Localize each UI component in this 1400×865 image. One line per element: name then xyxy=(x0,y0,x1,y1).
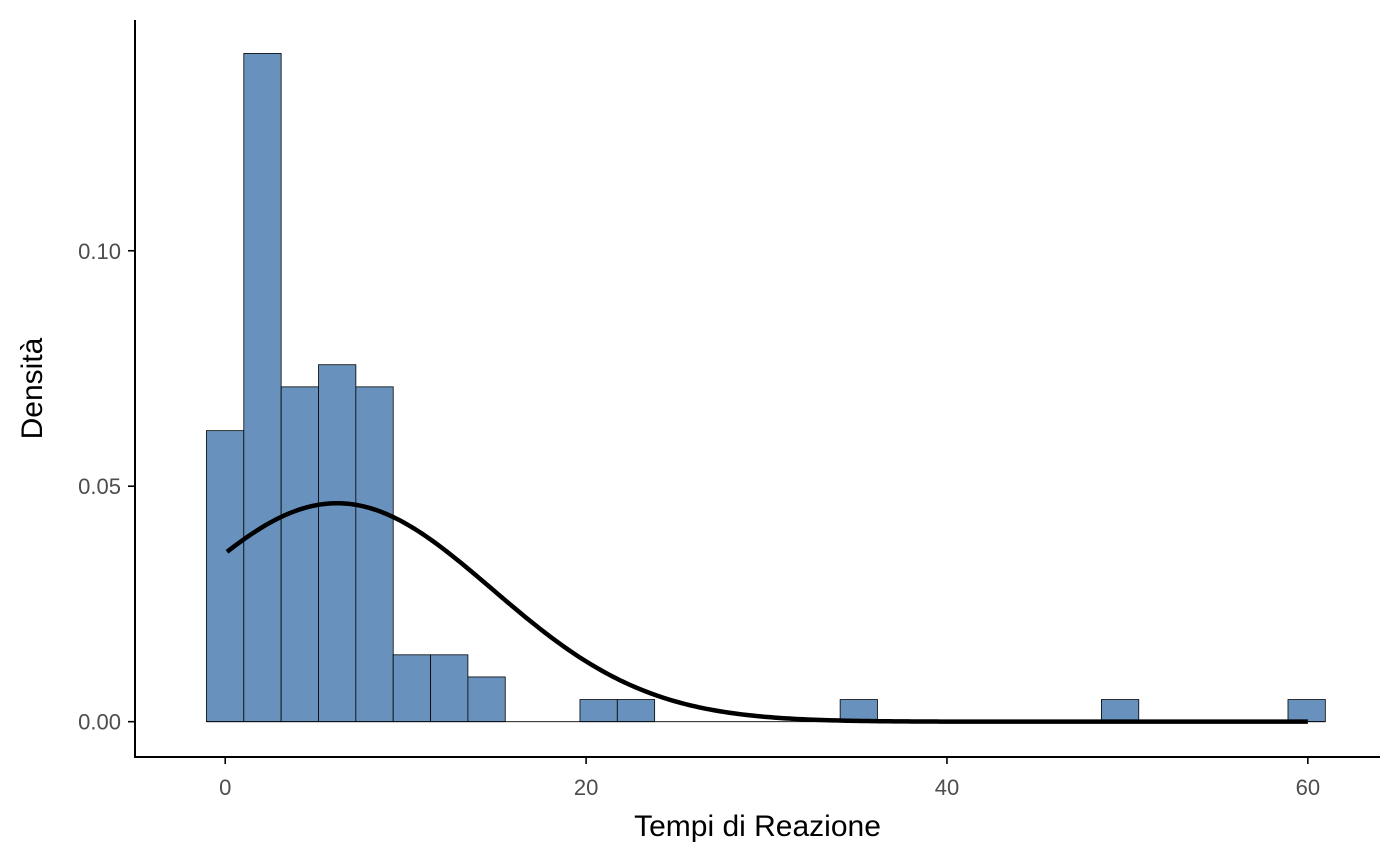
histogram-bar xyxy=(280,386,319,723)
histogram-bar xyxy=(1101,699,1140,723)
y-tick-label: 0.05 xyxy=(78,474,121,499)
histogram-bar xyxy=(318,364,357,723)
histogram-bar xyxy=(392,654,431,723)
y-axis-title: Densità xyxy=(16,337,49,439)
y-tick-label: 0.10 xyxy=(78,239,121,264)
x-axis-title: Tempi di Reazione xyxy=(634,810,881,843)
axes-layer xyxy=(134,20,1380,758)
histogram-bar xyxy=(579,699,618,723)
x-tick-label: 40 xyxy=(935,775,959,800)
density-curve-layer xyxy=(225,500,1308,724)
histogram-bar xyxy=(355,386,394,723)
x-tick-label: 20 xyxy=(574,775,598,800)
histogram-bar xyxy=(243,53,282,723)
y-ticks: 0.00 0.05 0.10 xyxy=(78,239,135,735)
x-tick-label: 60 xyxy=(1296,775,1320,800)
histogram-bar xyxy=(430,654,469,723)
histogram-bar xyxy=(839,699,878,723)
histogram-bar xyxy=(206,430,245,723)
y-tick-label: 0.00 xyxy=(78,710,121,735)
normal-density-curve xyxy=(225,500,1308,724)
x-tick-label: 0 xyxy=(219,775,231,800)
histogram-bar xyxy=(1287,699,1326,723)
x-ticks: 0 20 40 60 xyxy=(219,757,1320,800)
bars-layer xyxy=(206,53,1326,723)
histogram-bar xyxy=(616,699,656,723)
histogram-bar xyxy=(467,676,506,723)
